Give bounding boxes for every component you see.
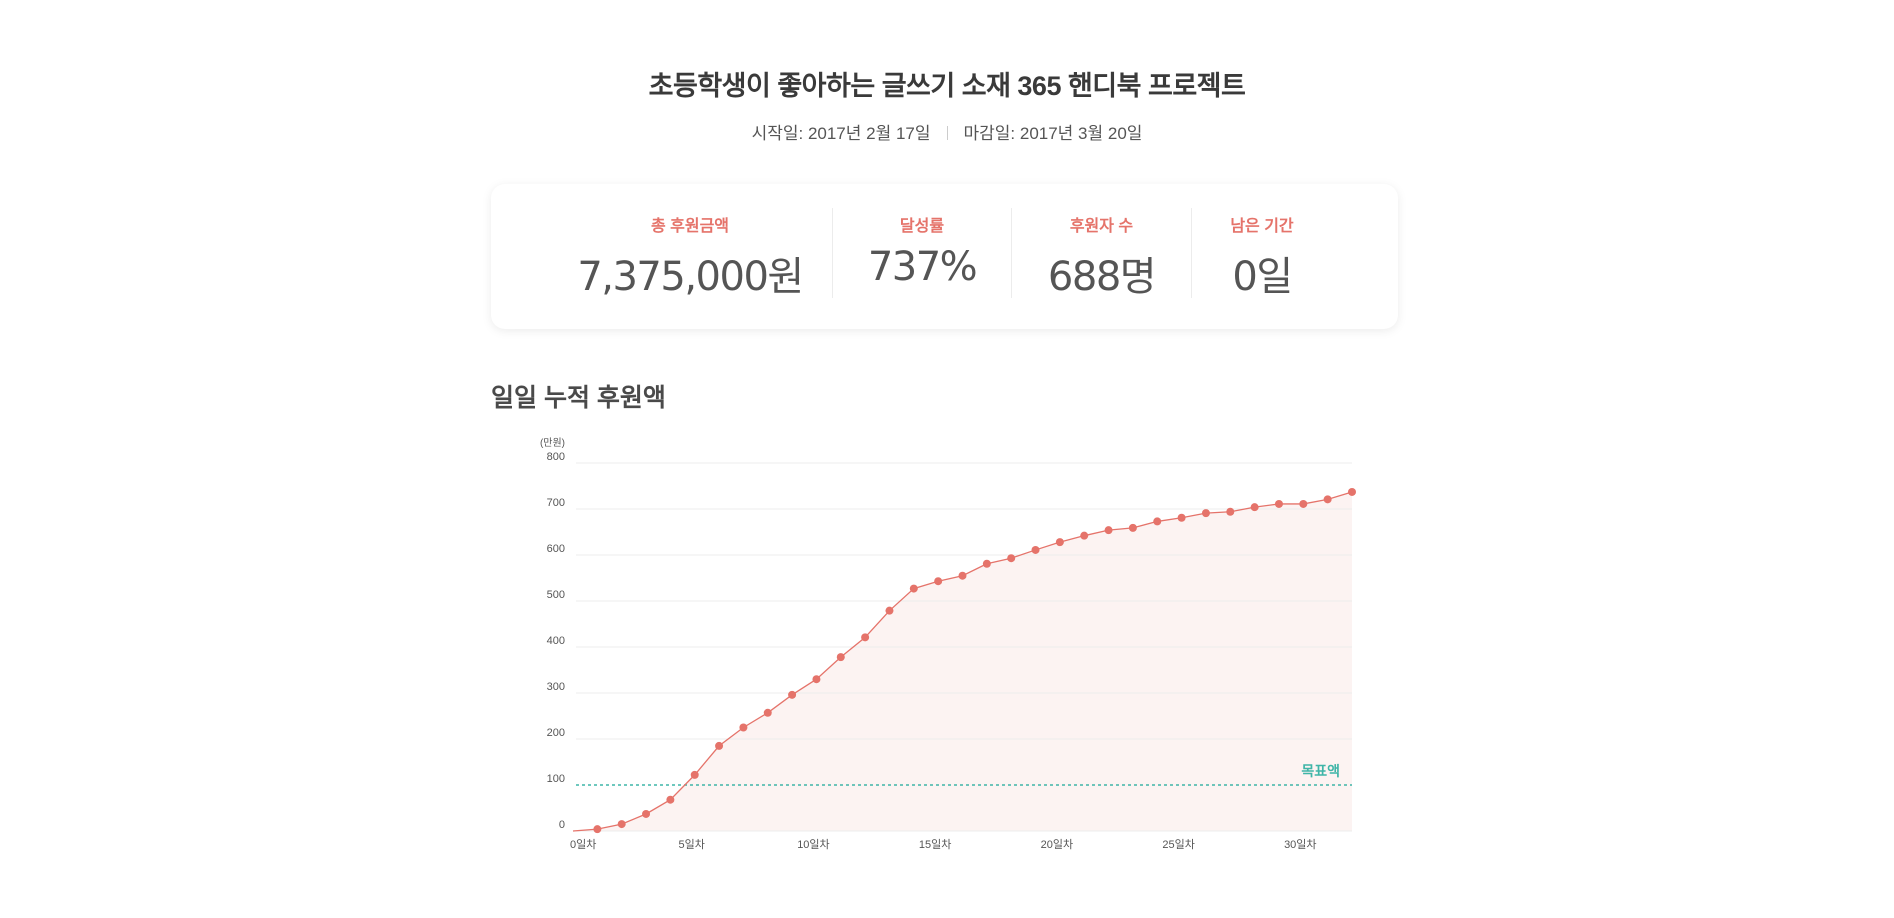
y-tick-label: 100: [547, 773, 565, 785]
target-label: 목표액: [1301, 763, 1340, 779]
y-tick-label: 700: [547, 497, 565, 509]
divider: [832, 208, 833, 298]
data-point: [1031, 545, 1040, 554]
stat-label: 후원자 수: [1069, 218, 1134, 235]
x-tick-label: 10일차: [797, 837, 829, 851]
y-axis-unit-label: (만원): [540, 437, 565, 449]
data-point: [690, 770, 699, 779]
data-point: [909, 584, 918, 593]
data-point: [1128, 523, 1137, 532]
project-title: 초등학생이 좋아하는 글쓰기 소재 365 핸디북 프로젝트: [648, 71, 1246, 101]
y-tick-label: 800: [547, 451, 565, 463]
chart-area-fill: [573, 491, 1352, 831]
data-point: [934, 577, 943, 586]
data-point: [1201, 509, 1210, 518]
x-tick-label: 0일차: [570, 837, 596, 851]
data-point: [1080, 531, 1089, 540]
y-tick-label: 0: [559, 819, 565, 831]
stat-value: 737%: [867, 244, 978, 290]
data-point: [861, 633, 870, 642]
data-point: [1250, 503, 1259, 512]
stat-value: 7,375,000원: [577, 254, 804, 300]
data-point: [1323, 495, 1332, 504]
x-tick-label: 15일차: [919, 837, 951, 851]
data-point: [593, 825, 602, 834]
data-point: [1226, 507, 1235, 516]
data-point: [958, 571, 967, 580]
data-point: [1104, 526, 1113, 535]
data-point: [812, 675, 821, 684]
data-point: [982, 559, 991, 568]
data-point: [642, 809, 651, 818]
chart-section-title: 일일 누적 후원액: [491, 384, 666, 412]
stat-backers: 후원자 수 688명: [1012, 184, 1191, 329]
x-tick-label: 20일차: [1041, 837, 1073, 851]
end-date: 마감일: 2017년 3월 20일: [963, 124, 1143, 143]
data-point: [1007, 554, 1016, 563]
x-tick-label: 25일차: [1162, 837, 1194, 851]
data-point: [1274, 499, 1283, 508]
project-dates: 시작일: 2017년 2월 17일 마감일: 2017년 3월 20일: [0, 119, 1894, 144]
data-point: [836, 653, 845, 662]
y-tick-label: 300: [547, 681, 565, 693]
data-point: [1153, 517, 1162, 526]
stat-label: 남은 기간: [1230, 218, 1294, 235]
stat-value: 688명: [1047, 254, 1157, 300]
stat-total-amount: 총 후원금액 7,375,000원: [551, 184, 829, 329]
data-point: [1348, 487, 1356, 496]
data-point: [739, 723, 748, 732]
divider: [1011, 208, 1012, 298]
stat-label: 총 후원금액: [650, 218, 730, 235]
date-separator: [946, 126, 948, 140]
y-tick-label: 500: [547, 589, 565, 601]
stats-card: 총 후원금액 7,375,000원 달성률 737% 후원자 수 688명 남은…: [491, 184, 1398, 329]
data-point: [666, 795, 675, 804]
start-date: 시작일: 2017년 2월 17일: [751, 124, 931, 143]
data-point: [617, 820, 626, 829]
data-point: [1299, 499, 1308, 508]
stat-achievement-rate: 달성률 737%: [833, 184, 1011, 329]
data-point: [1055, 538, 1064, 547]
stat-value: 0일: [1232, 254, 1293, 300]
y-tick-label: 400: [547, 635, 565, 647]
divider: [1191, 208, 1192, 298]
data-point: [763, 708, 772, 717]
stat-label: 달성률: [899, 218, 945, 235]
x-tick-label: 5일차: [679, 837, 705, 851]
y-tick-label: 200: [547, 727, 565, 739]
data-point: [885, 606, 894, 615]
data-point: [1177, 513, 1186, 522]
data-point: [715, 741, 724, 750]
x-tick-label: 30일차: [1284, 837, 1316, 851]
data-point: [788, 690, 797, 699]
y-tick-label: 600: [547, 543, 565, 555]
stat-days-left: 남은 기간 0일: [1192, 184, 1332, 329]
